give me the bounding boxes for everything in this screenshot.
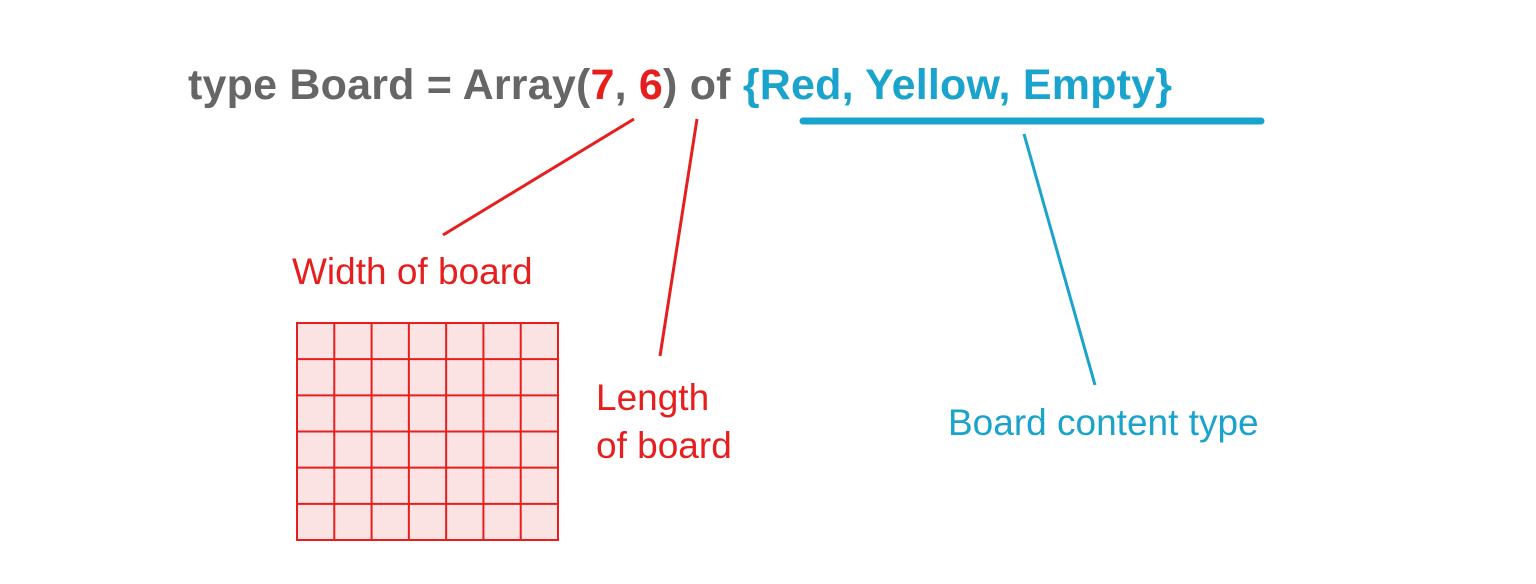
declaration-middle: ) of	[663, 61, 743, 109]
length-label: Length of board	[596, 374, 732, 470]
declaration-separator: ,	[614, 61, 639, 109]
length-label-line2: of board	[596, 425, 732, 466]
content-type-set: {Red, Yellow, Empty}	[742, 61, 1173, 109]
length-value: 6	[638, 61, 664, 109]
length-label-line1: Length	[596, 377, 710, 418]
width-label: Width of board	[292, 251, 533, 292]
type-declaration: type Board = Array(7, 6) of {Red, Yellow…	[188, 58, 1172, 112]
width-value: 7	[590, 61, 615, 109]
board-grid	[296, 322, 559, 541]
content-type-label: Board content type	[948, 402, 1259, 443]
length-pointer-line	[658, 118, 699, 357]
content-pointer-line	[1022, 133, 1097, 386]
declaration-prefix: type Board = Array(	[188, 61, 591, 109]
width-pointer-line	[442, 117, 635, 237]
